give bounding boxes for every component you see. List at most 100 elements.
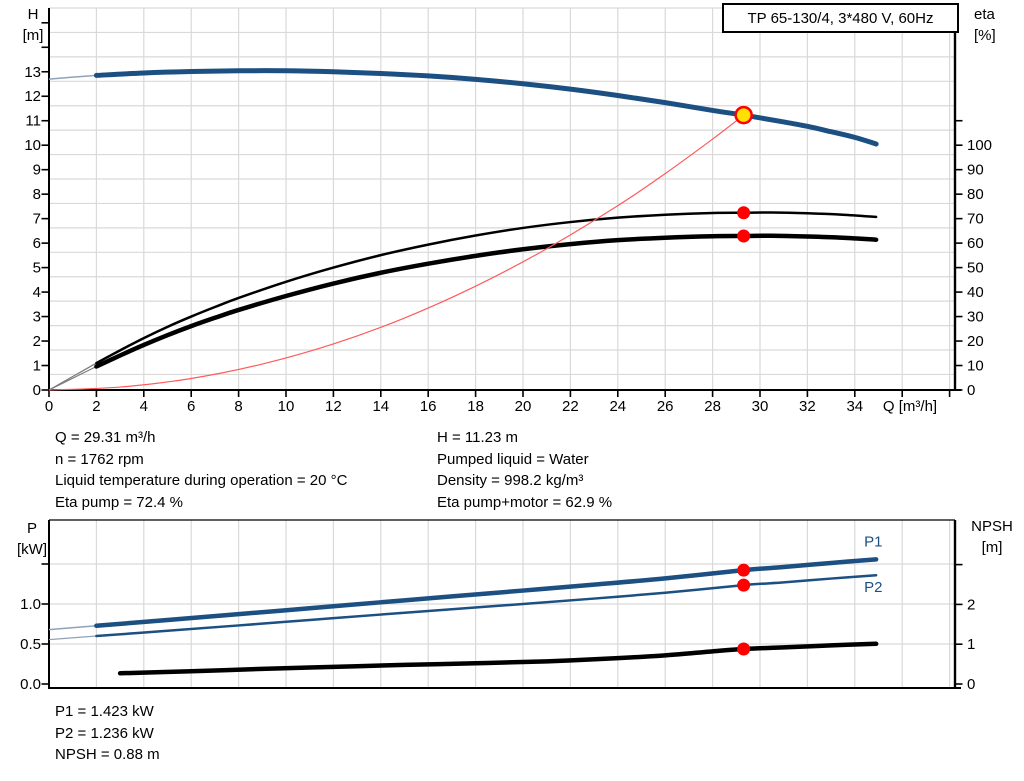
duty-point-marker[interactable] — [734, 105, 753, 125]
tick-label: 20 — [515, 398, 532, 415]
annotation-eta-pump-motor: Eta pump+motor = 62.9 % — [437, 493, 613, 511]
tick-label: 30 — [752, 398, 769, 415]
eta-pump-point — [737, 206, 751, 220]
bottom-chart-grid — [49, 519, 955, 688]
eta-axis-title-line2: [%] — [974, 27, 996, 44]
eta-pump-motor-curve — [48, 233, 879, 391]
p2-point — [737, 578, 751, 592]
tick-label: 11 — [25, 113, 41, 130]
tick-label: 0 — [45, 398, 53, 415]
tick-label: 6 — [187, 398, 195, 415]
tick-label: 30 — [967, 309, 984, 326]
p1-curve-label: P1 — [864, 533, 882, 550]
tick-label: 4 — [140, 398, 148, 415]
tick-label: 0 — [33, 382, 41, 399]
tick-label: 0.0 — [20, 676, 41, 693]
tick-label: 34 — [846, 398, 863, 415]
tick-label: 12 — [24, 88, 41, 105]
tick-label: 18 — [467, 398, 484, 415]
h-curve — [48, 68, 879, 147]
tick-label: 2 — [33, 333, 41, 350]
npsh-point — [737, 642, 751, 656]
tick-label: 2 — [92, 398, 100, 415]
annotation-p2: P2 = 1.236 kW — [55, 724, 154, 742]
tick-label: 8 — [33, 186, 41, 203]
power-info-block: P1 = 1.423 kW P2 = 1.236 kW NPSH = 0.88 … — [55, 701, 160, 766]
system-curve — [48, 114, 745, 391]
tick-label: 100 — [967, 137, 992, 154]
tick-label: 1 — [967, 636, 975, 653]
tick-label: 3 — [33, 309, 41, 326]
tick-label: 80 — [967, 186, 984, 203]
top-chart: 0123456789101112130102030405060708090100… — [24, 7, 992, 415]
tick-label: 14 — [372, 398, 389, 415]
npsh-curve — [117, 641, 879, 676]
annotation-liquid-temperature: Liquid temperature during operation = 20… — [55, 472, 348, 489]
annotation-p1: P1 = 1.423 kW — [55, 703, 154, 720]
npsh-axis-title: NPSH [m] — [964, 516, 1020, 558]
tick-label: 9 — [33, 162, 41, 179]
p-axis-title: P [kW] — [12, 518, 52, 560]
tick-label: 5 — [33, 260, 41, 277]
tick-label: 20 — [967, 333, 984, 350]
top-chart-axes: 0123456789101112130102030405060708090100… — [24, 8, 992, 415]
annotation-pumped-liquid: Pumped liquid = Water — [437, 450, 589, 468]
h-axis-title: H [m] — [14, 4, 52, 46]
p2-curve-label: P2 — [864, 579, 882, 596]
annotation-flow: Q = 29.31 m³/h — [55, 429, 156, 446]
q-axis-title: Q [m³/h] — [883, 398, 937, 415]
annotation-head: H = 11.23 m — [437, 429, 519, 446]
tick-label: 16 — [420, 398, 437, 415]
eta-axis-title: eta [%] — [974, 4, 1020, 46]
pump-model-title: TP 65-130/4, 3*480 V, 60Hz — [747, 9, 934, 27]
tick-label: 4 — [33, 284, 41, 301]
tick-label: 0.5 — [20, 636, 41, 653]
tick-label: 8 — [234, 398, 242, 415]
h-axis-title-line1: H — [27, 6, 39, 23]
tick-label: 70 — [967, 211, 984, 228]
tick-label: 13 — [24, 64, 41, 81]
annotation-speed: n = 1762 rpm — [55, 450, 144, 468]
tick-label: 60 — [967, 235, 984, 252]
annotation-eta-pump: Eta pump = 72.4 % — [55, 493, 183, 511]
pump-model-title-box: TP 65-130/4, 3*480 V, 60Hz — [722, 3, 959, 33]
tick-label: 0 — [967, 382, 975, 399]
tick-label: 6 — [33, 235, 41, 252]
p2-curve: P2 — [48, 573, 882, 641]
tick-label: 22 — [562, 398, 579, 415]
annotation-npsh: NPSH = 0.88 m — [55, 746, 160, 763]
tick-label: 1.0 — [20, 596, 41, 613]
tick-label: 10 — [967, 358, 984, 375]
tick-label: 90 — [967, 162, 984, 179]
tick-label: 40 — [967, 284, 984, 301]
bottom-chart-axes: 0.0 0.5 1.0 0 1 2 — [20, 520, 975, 693]
duty-info-right-column: H = 11.23 m Pumped liquid = Water Densit… — [437, 427, 612, 513]
p1-curve: P1 — [48, 533, 882, 631]
top-chart-grid — [49, 7, 955, 390]
npsh-axis-title-line1: NPSH — [971, 518, 1013, 535]
h-axis-title-line2: [m] — [22, 27, 44, 44]
tick-label: 28 — [704, 398, 721, 415]
bottom-chart: 0.0 0.5 1.0 0 1 2 P1 P2 — [20, 519, 975, 693]
tick-label: 0 — [967, 676, 975, 693]
duty-info-left-column: Q = 29.31 m³/h n = 1762 rpm Liquid tempe… — [55, 427, 347, 513]
p1-point — [737, 563, 751, 577]
eta-pump-motor-point — [737, 229, 751, 243]
tick-label: 7 — [33, 211, 41, 228]
annotation-density: Density = 998.2 kg/m³ — [437, 472, 584, 489]
tick-label: 50 — [967, 260, 984, 277]
eta-axis-title-line1: eta — [974, 6, 995, 23]
tick-label: 10 — [24, 137, 41, 154]
tick-label: 1 — [33, 358, 41, 375]
tick-label: 2 — [967, 596, 975, 613]
p-axis-title-line1: P — [26, 520, 37, 537]
npsh-axis-title-line2: [m] — [981, 539, 1003, 556]
tick-label: 26 — [657, 398, 674, 415]
tick-label: 24 — [609, 398, 626, 415]
tick-label: 10 — [278, 398, 295, 415]
tick-label: 12 — [325, 398, 342, 415]
p-axis-title-line2: [kW] — [17, 541, 47, 558]
tick-label: 32 — [799, 398, 816, 415]
